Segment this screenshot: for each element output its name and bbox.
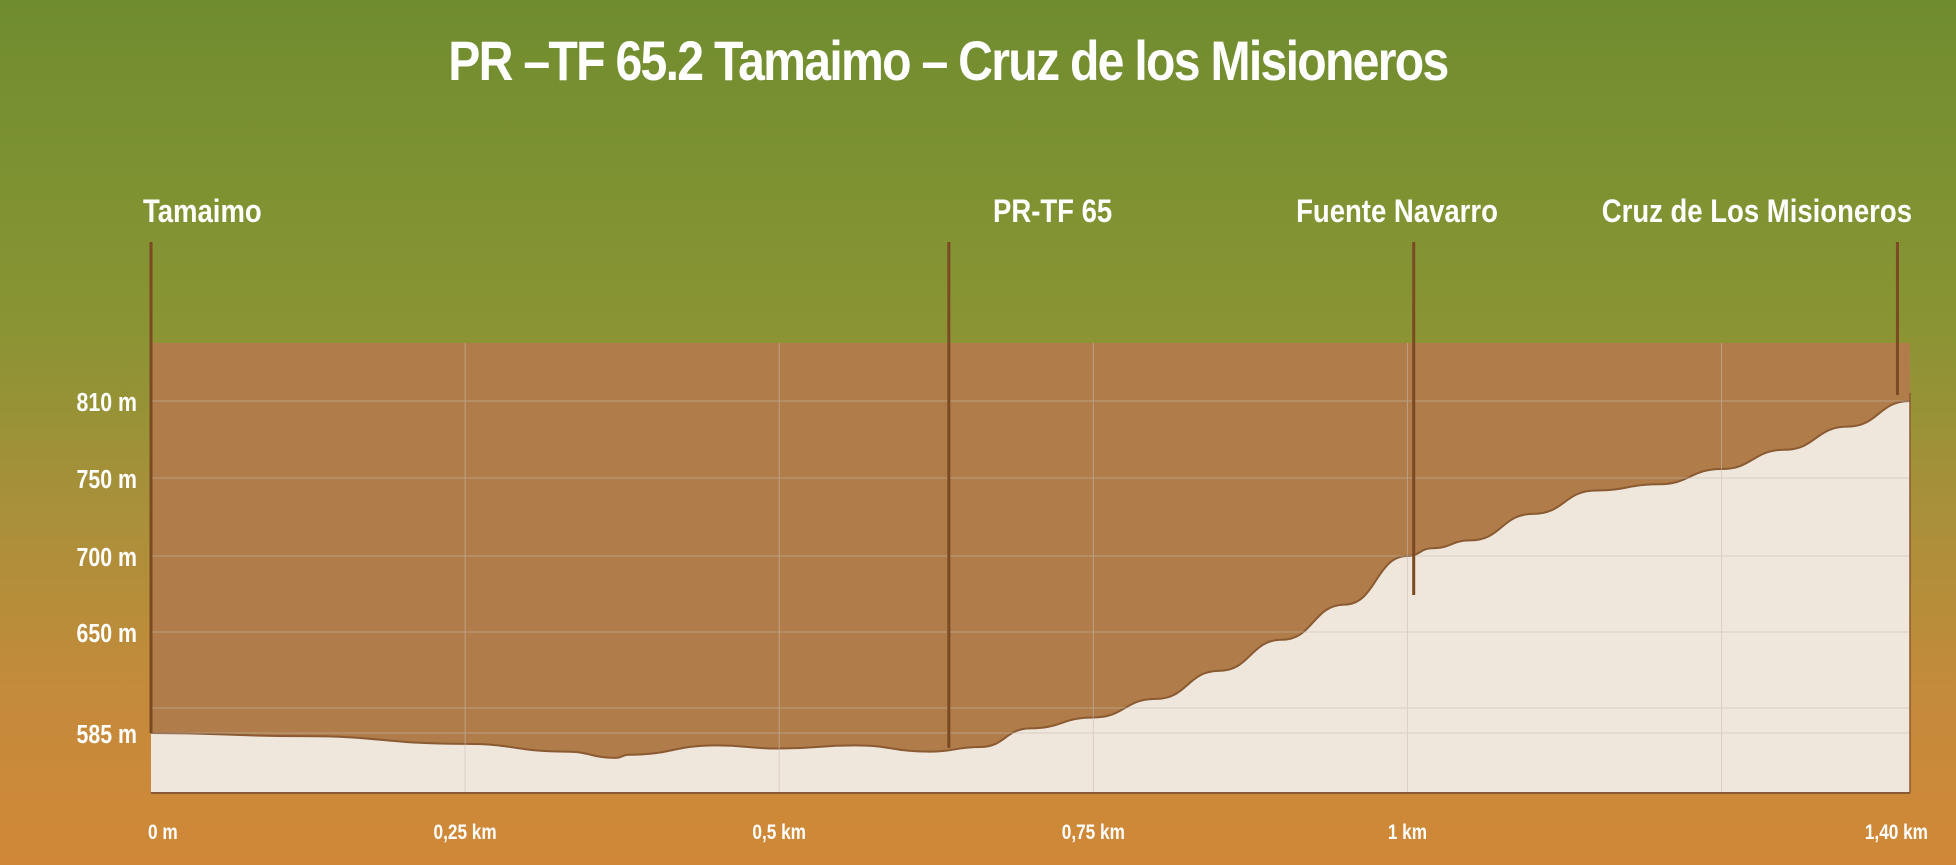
x-tick-label: 0,5 km: [752, 822, 806, 845]
y-tick-label: 750 m: [77, 465, 137, 495]
y-tick-label: 650 m: [77, 619, 137, 649]
gridlines: [151, 343, 1910, 793]
terrain-area: [151, 401, 1910, 793]
x-tick-label: 1 km: [1388, 822, 1427, 845]
elevation-line: [150, 400, 1911, 759]
y-tick-label: 810 m: [77, 388, 137, 418]
waypoint-label: Tamaimo: [143, 194, 262, 229]
waypoint-label: Fuente Navarro: [1296, 194, 1498, 229]
chart-title: PR –TF 65.2 Tamaimo – Cruz de los Mision…: [448, 29, 1449, 92]
y-tick-label: 700 m: [77, 543, 137, 573]
waypoint-label: PR-TF 65: [993, 194, 1112, 229]
x-tick-label: 0,25 km: [434, 822, 497, 845]
x-tick-label: 0,75 km: [1062, 822, 1125, 845]
x-tick-label: 1,40 km: [1865, 822, 1928, 845]
waypoint-label: Cruz de Los Misioneros: [1602, 194, 1912, 229]
x-tick-label: 0 m: [148, 822, 178, 845]
y-tick-label: 585 m: [77, 720, 137, 750]
